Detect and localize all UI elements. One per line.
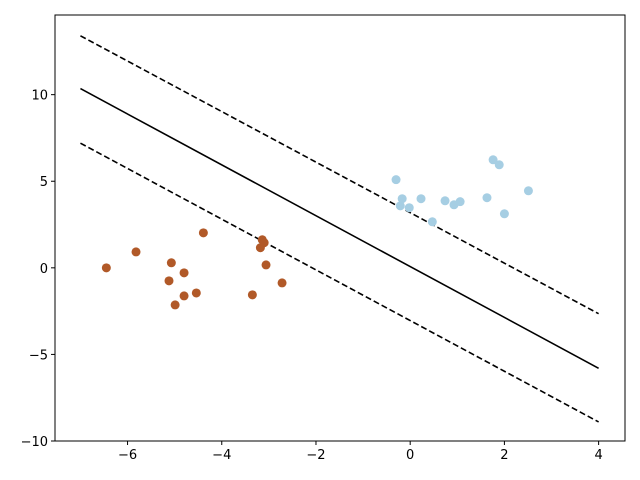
margin-line (80, 35, 599, 315)
point (179, 268, 189, 278)
point (170, 300, 180, 310)
point (440, 196, 450, 206)
point (166, 258, 176, 268)
point (427, 217, 437, 227)
point (499, 209, 509, 219)
point (494, 160, 504, 170)
point (247, 290, 257, 300)
point (198, 228, 208, 238)
x-tick-label: −6 (118, 448, 137, 463)
y-tick-label: 0 (40, 262, 48, 277)
x-tick-label: −4 (212, 448, 231, 463)
point (395, 201, 405, 211)
point (164, 276, 174, 286)
plot-frame (54, 14, 626, 442)
y-tick-label: −5 (29, 348, 48, 363)
point (455, 197, 465, 207)
y-tick-label: 5 (40, 175, 48, 190)
margin-line (80, 142, 599, 423)
point (482, 193, 492, 203)
point (255, 243, 265, 253)
point (131, 247, 141, 257)
point (179, 291, 189, 301)
x-tick-label: 0 (406, 448, 414, 463)
point (391, 175, 401, 185)
margin-line (80, 87, 599, 369)
point (397, 194, 407, 204)
point (404, 203, 414, 213)
point (488, 155, 498, 165)
point (523, 186, 533, 196)
x-tick-label: 2 (500, 448, 508, 463)
y-tick-label: −10 (21, 435, 48, 450)
point (416, 194, 426, 204)
point (261, 260, 271, 270)
point (191, 288, 201, 298)
x-tick-label: 4 (594, 448, 602, 463)
point (277, 278, 287, 288)
y-tick-label: 10 (31, 89, 48, 104)
point (101, 263, 111, 273)
x-tick-label: −2 (306, 448, 325, 463)
